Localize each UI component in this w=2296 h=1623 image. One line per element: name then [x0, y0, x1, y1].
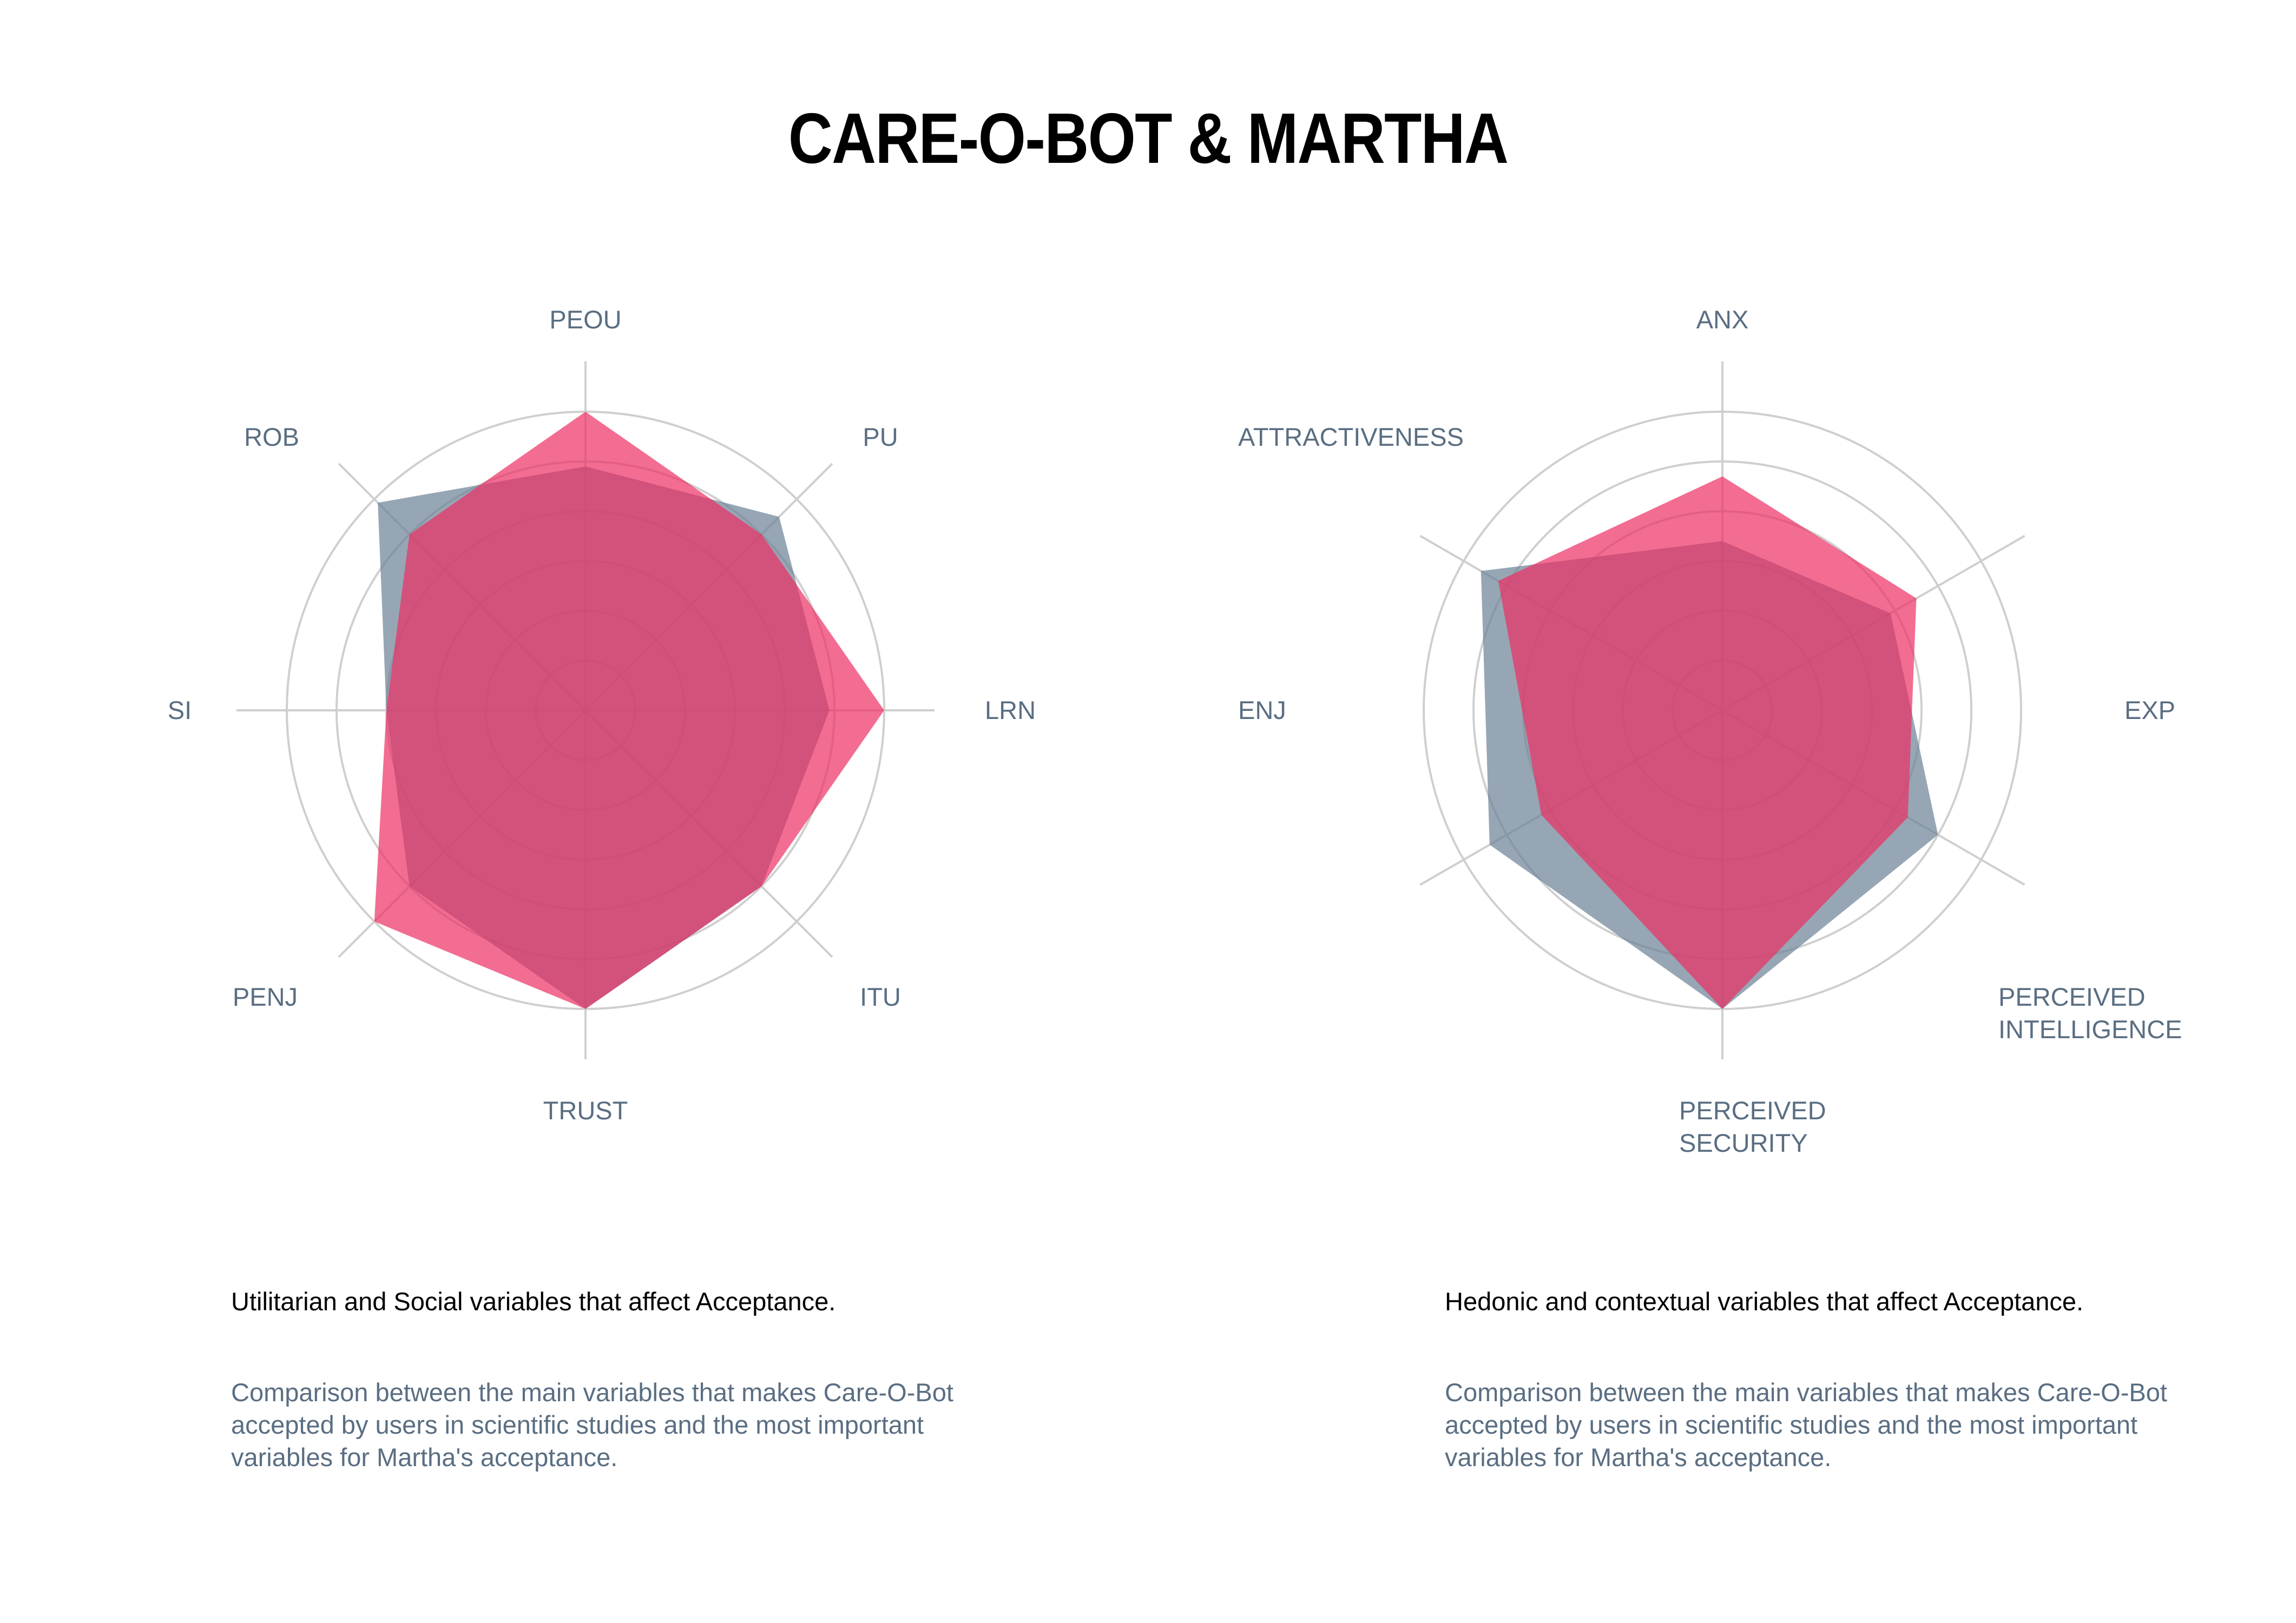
axis-label-perceived-intelligence: PERCEIVED INTELLIGENCE — [1998, 982, 2182, 1044]
axis-label-anx: ANX — [1696, 305, 1749, 334]
caption-line: variables for Martha's acceptance. — [231, 1443, 618, 1472]
caption-line: accepted by users in scientific studies … — [1445, 1410, 2138, 1439]
axis-label-attractiveness: ATTRACTIVENESS — [1238, 423, 1464, 451]
axis-label-perceived-security: PERCEIVED SECURITY — [1679, 1096, 1826, 1157]
caption-line: variables for Martha's acceptance. — [1445, 1443, 1832, 1472]
axis-label-itu: ITU — [860, 982, 901, 1011]
axis-label-rob: ROB — [244, 423, 299, 451]
axis-label-penj: PENJ — [233, 982, 298, 1011]
series-polygon-martha — [1498, 476, 1917, 1009]
caption-heading: Hedonic and contextual variables that af… — [1445, 1287, 2084, 1316]
series-polygon-martha — [374, 412, 884, 1009]
axis-label-exp: EXP — [2124, 696, 2175, 724]
axis-label-pu: PU — [863, 423, 898, 451]
caption-line: Comparison between the main variables th… — [231, 1378, 953, 1407]
caption-description: Comparison between the main variables th… — [231, 1376, 1043, 1474]
caption-heading: Utilitarian and Social variables that af… — [231, 1287, 836, 1316]
page-title: CARE-O-BOT & MARTHA — [788, 98, 1509, 178]
caption-right: Hedonic and contextual variables that af… — [1445, 1285, 2256, 1474]
axis-label-enj: ENJ — [1238, 696, 1286, 724]
axis-label-trust: TRUST — [543, 1096, 628, 1125]
axis-label-lrn: LRN — [985, 696, 1036, 724]
caption-line: accepted by users in scientific studies … — [231, 1410, 924, 1439]
axis-label-peou: PEOU — [549, 305, 621, 334]
axis-label-si: SI — [168, 696, 192, 724]
caption-line: Comparison between the main variables th… — [1445, 1378, 2167, 1407]
caption-description: Comparison between the main variables th… — [1445, 1376, 2256, 1474]
caption-left: Utilitarian and Social variables that af… — [231, 1285, 1043, 1474]
